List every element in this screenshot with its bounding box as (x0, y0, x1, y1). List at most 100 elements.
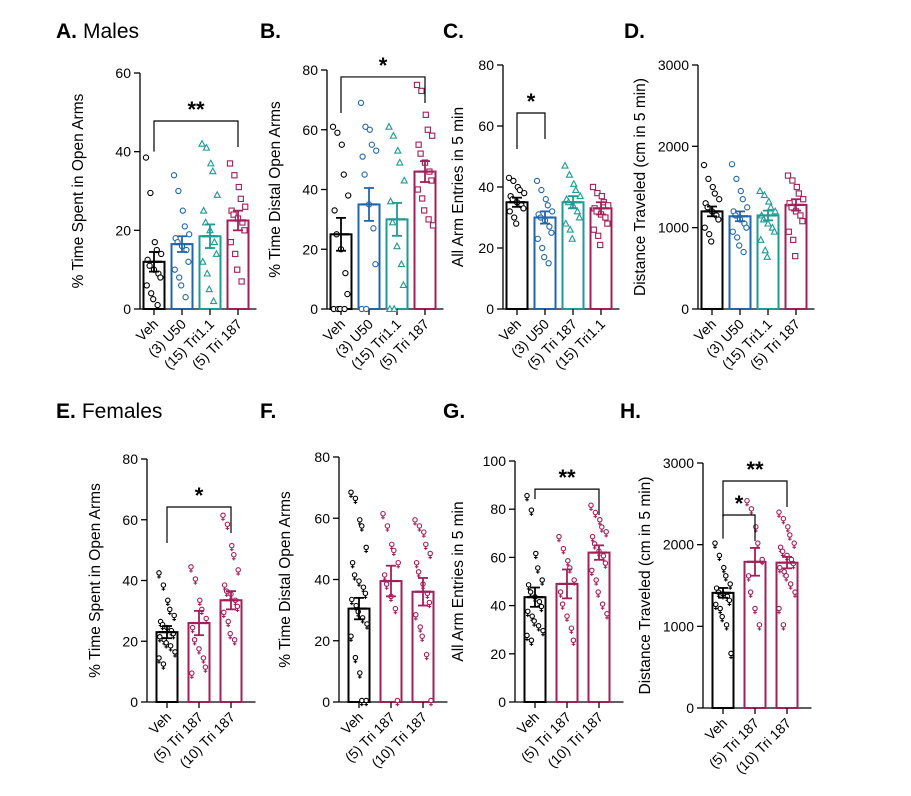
significance-label: * (735, 491, 744, 516)
data-point (167, 606, 173, 616)
female-symbol-ring (600, 553, 607, 559)
data-point (771, 207, 780, 215)
data-point (534, 235, 541, 242)
female-symbol-ring (189, 624, 196, 631)
data-point (227, 238, 234, 246)
data-point (429, 132, 436, 139)
female-symbol-ring (167, 643, 174, 649)
data-point (785, 228, 792, 235)
data-point (224, 521, 231, 531)
data-point (723, 573, 729, 582)
y-axis-title: % Time Distal Open Arms (267, 101, 284, 278)
female-symbol-ring (357, 517, 363, 523)
data-point (331, 207, 338, 214)
chart-panel-b: B.% Time Distal Open Arms020406080Veh(3)… (260, 20, 444, 372)
data-point (793, 183, 800, 191)
female-symbol-ring (229, 542, 235, 549)
data-point (176, 274, 183, 281)
data-point (743, 224, 750, 231)
female-symbol-ring (352, 495, 359, 502)
data-point (756, 622, 763, 631)
chart-panel-e: E. Females % Time Spent in Open Arms 0 20 40 6… (56, 400, 256, 771)
data-point (423, 651, 430, 661)
chart-panel-g: G.All Arm Entries in 5 min020406080100Ve… (443, 400, 624, 771)
panel-label: H. (620, 400, 641, 423)
data-point (783, 573, 789, 582)
data-point (723, 622, 730, 631)
data-point (528, 507, 535, 516)
y-tick-label: 40 (490, 598, 506, 614)
female-symbol-ring (191, 636, 198, 643)
female-symbol-ring (564, 613, 570, 619)
data-point (223, 588, 230, 597)
data-point (413, 611, 419, 621)
female-symbol-ring (527, 589, 534, 595)
data-point (160, 582, 167, 591)
data-point (739, 196, 746, 203)
data-point (156, 570, 162, 579)
data-point (716, 552, 723, 562)
data-point (352, 495, 359, 505)
female-symbol-ring (779, 548, 786, 555)
data-point (556, 533, 562, 543)
data-point (238, 278, 245, 285)
data-point (191, 636, 198, 646)
female-symbol-ring (528, 507, 535, 513)
female-symbol-ring (202, 664, 209, 670)
panel-label: F. (260, 400, 276, 423)
female-symbol-ring (592, 509, 599, 516)
data-point (752, 605, 758, 615)
female-symbol-ring (540, 627, 546, 634)
panel-letter: D. (624, 20, 645, 43)
data-point (561, 219, 570, 227)
y-tick-label: 60 (478, 118, 494, 134)
data-point (776, 509, 782, 518)
female-symbol-ring (426, 599, 433, 606)
data-point (418, 87, 425, 95)
data-point (370, 225, 377, 232)
chart-panel-a: A. Males% Time Spent in Open Arms0204060V… (56, 20, 257, 372)
female-symbol-ring (791, 540, 797, 546)
data-point (188, 564, 194, 573)
data-point (789, 177, 796, 184)
data-point (728, 650, 734, 660)
female-symbol-ring (357, 670, 363, 676)
y-tick-label: 0 (310, 301, 318, 317)
data-point (199, 206, 208, 214)
data-point (787, 532, 793, 541)
panel-letter: H. (620, 400, 641, 423)
y-tick-label: 1000 (663, 618, 694, 634)
data-point (415, 141, 422, 148)
data-point (604, 220, 611, 227)
data-point (395, 559, 401, 569)
female-symbol-ring (783, 573, 789, 579)
panel-title: Males (83, 20, 139, 43)
significance-bracket (722, 480, 788, 517)
data-point (157, 633, 163, 643)
data-point (389, 541, 395, 551)
data-point (602, 214, 609, 221)
y-tick-label: 60 (314, 510, 330, 526)
data-point (728, 161, 736, 168)
data-point (602, 560, 609, 569)
significance-bracket (340, 76, 426, 113)
data-point (417, 624, 423, 633)
data-point (334, 129, 341, 136)
data-point (539, 244, 546, 252)
data-point (706, 231, 713, 238)
data-point (146, 262, 153, 269)
data-point (372, 261, 379, 268)
y-tick-label: 20 (478, 240, 494, 256)
data-point (189, 624, 196, 634)
female-symbol-ring (384, 523, 391, 529)
data-point (385, 304, 394, 312)
data-point (573, 207, 582, 215)
female-symbol-ring (395, 559, 401, 566)
data-point (705, 175, 712, 183)
data-point (545, 260, 552, 267)
chart-panel-h: H. Distance Traveled (cm in 5 min) 0 1000 20… (620, 400, 812, 777)
female-symbol-ring (167, 606, 173, 613)
data-point (744, 204, 751, 211)
data-point (182, 294, 189, 301)
female-symbol-ring (728, 650, 734, 657)
